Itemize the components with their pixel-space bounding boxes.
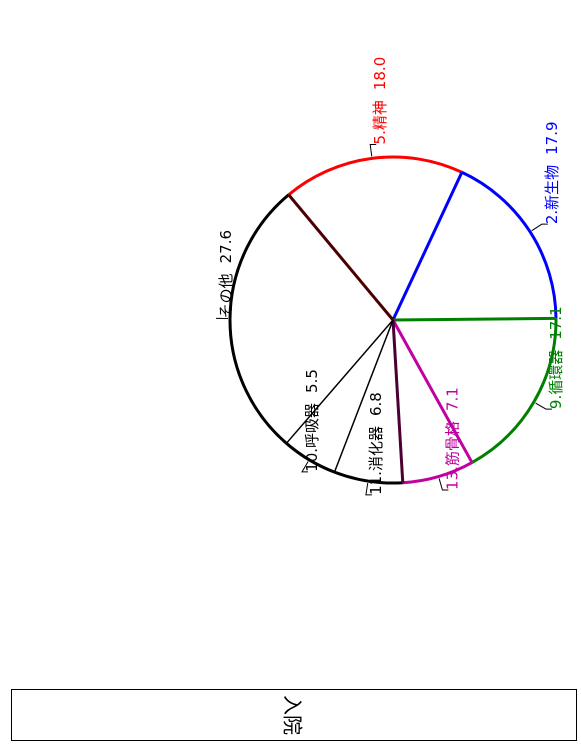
pie-slice-arc-3 [333, 470, 403, 485]
pie-label-name-6: 5.精神 [371, 100, 389, 144]
pie-label-leader-1 [535, 402, 552, 410]
pie-label-value-4: 5.5 [302, 369, 320, 393]
pie-label-value-3: 6.8 [366, 392, 384, 416]
pie-label-leader-3 [365, 482, 372, 496]
pie-label-leader-6 [369, 143, 377, 157]
pie-label-name-0: 2.新生物 [542, 165, 560, 224]
pie-label-value-0: 17.9 [542, 121, 560, 154]
pie-label-name-3: 11.消化器 [366, 426, 384, 495]
pie-radius-line-6 [287, 193, 395, 321]
caption-box: 入院 [11, 689, 577, 741]
pie-label-leader-2 [438, 478, 449, 491]
pie-slice-arc-0 [461, 170, 558, 319]
pie-slice-arc-6 [287, 155, 463, 196]
pie-slice-arc-5 [228, 193, 290, 445]
pie-slice-arc-1 [471, 318, 558, 464]
pie-radius-line-5 [285, 319, 394, 444]
pie-label-name-1: 9.循環器 [546, 350, 564, 409]
pie-label-name-2: 13.筋骨格 [443, 421, 461, 490]
pie-slice-arc-4 [285, 442, 336, 474]
pie-label-leader-4 [301, 461, 309, 473]
pie-label-4: 10.呼吸器 5.5 [302, 369, 320, 472]
pie-label-6: 5.精神 18.0 [371, 57, 389, 145]
pie-radius-line-2 [391, 319, 474, 464]
caption-label: 入院 [280, 695, 305, 735]
pie-label-value-1: 17.1 [546, 306, 564, 339]
pie-label-1: 9.循環器 17.1 [546, 306, 564, 409]
pie-label-0: 2.新生物 17.9 [542, 121, 560, 224]
pie-radius-line-3 [391, 319, 405, 483]
pie-radius-line-1 [392, 316, 557, 322]
pie-radius-line-0 [391, 171, 464, 321]
pie-radius-line-4 [333, 319, 394, 473]
pie-label-name-4: 10.呼吸器 [302, 403, 320, 472]
pie-label-value-5: 27.6 [217, 230, 235, 263]
pie-label-5: その他 27.6 [217, 230, 235, 318]
pie-label-2: 13.筋骨格 7.1 [443, 387, 461, 490]
pie-label-name-5: その他 [217, 273, 235, 318]
pie-slice-arc-2 [402, 461, 473, 485]
pie-label-leader-0 [531, 223, 548, 232]
pie-label-value-6: 18.0 [371, 57, 389, 90]
pie-label-3: 11.消化器 6.8 [366, 392, 384, 495]
pie-label-value-2: 7.1 [443, 387, 461, 411]
